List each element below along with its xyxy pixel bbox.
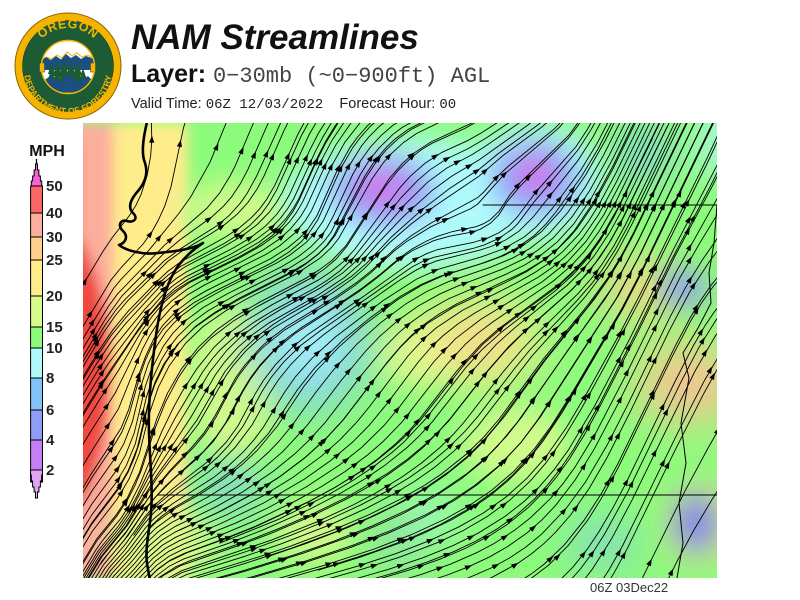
svg-text:8: 8: [46, 370, 54, 387]
svg-text:20: 20: [46, 288, 63, 305]
svg-text:15: 15: [46, 319, 63, 336]
svg-text:2: 2: [46, 462, 54, 479]
svg-text:25: 25: [46, 252, 63, 269]
svg-text:50: 50: [46, 178, 63, 195]
svg-text:6: 6: [46, 402, 54, 419]
svg-text:30: 30: [46, 229, 63, 246]
svg-text:40: 40: [46, 205, 63, 222]
svg-text:10: 10: [46, 340, 63, 357]
svg-text:4: 4: [46, 432, 55, 449]
